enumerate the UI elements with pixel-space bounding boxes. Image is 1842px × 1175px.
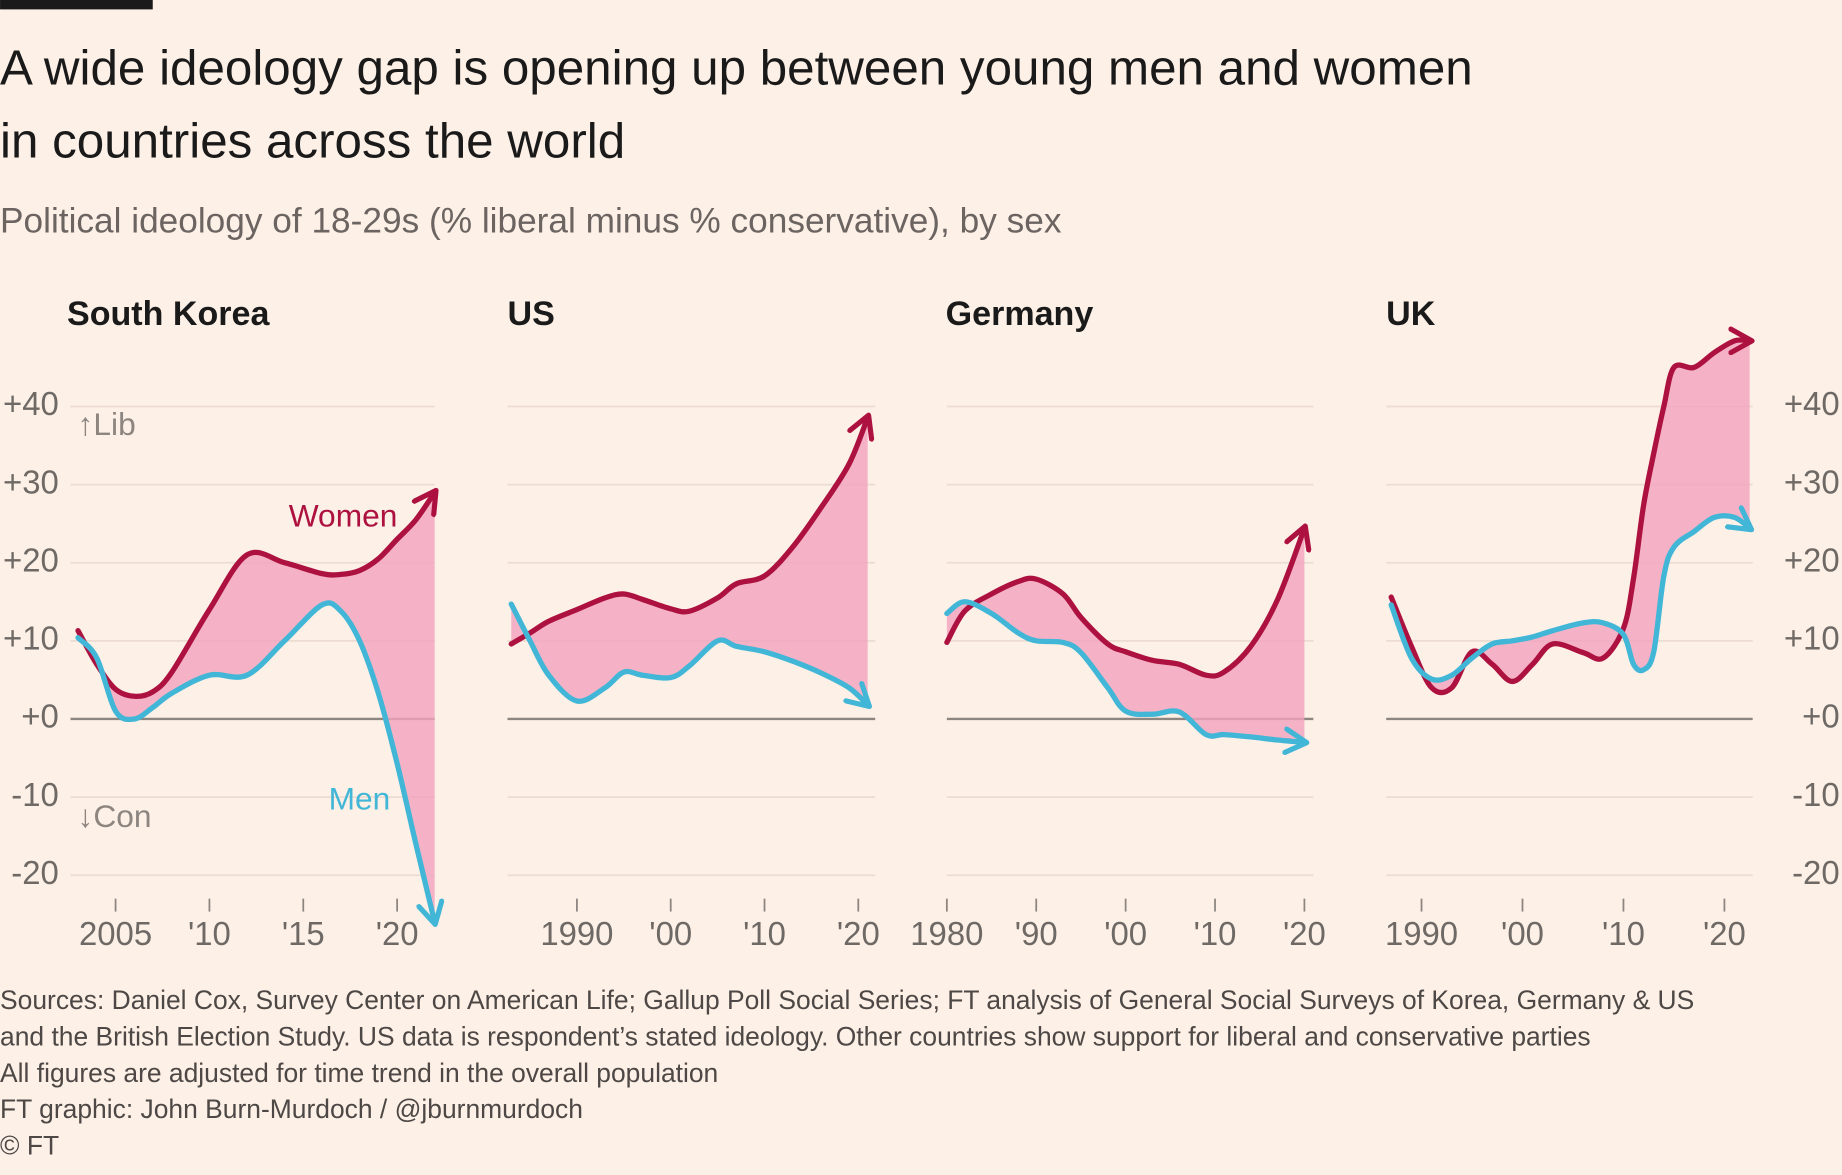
series-label: Men <box>329 781 391 817</box>
y-tick-label: -10 <box>11 776 59 813</box>
x-tick-label: 1990 <box>1385 915 1458 952</box>
panel-title: UK <box>1386 295 1436 333</box>
footnote: © FT <box>0 1131 59 1161</box>
x-tick-label: 2005 <box>79 915 152 952</box>
y-tick-label: +10 <box>3 620 59 657</box>
y-tick-label: +20 <box>1784 541 1840 578</box>
annotation: ↑Lib <box>78 406 136 442</box>
series-line <box>75 492 435 700</box>
series-line <box>75 600 435 922</box>
y-tick-label: +30 <box>1784 463 1840 500</box>
x-tick-label: '20 <box>837 915 880 952</box>
footnote: Sources: Daniel Cox, Survey Center on Am… <box>0 985 1694 1015</box>
x-tick-label: 1990 <box>540 915 613 952</box>
gap-fill <box>511 417 868 705</box>
x-tick-label: '10 <box>1602 915 1645 952</box>
series-line <box>1388 340 1749 696</box>
x-tick-label: '20 <box>1703 915 1746 952</box>
title-line: A wide ideology gap is opening up betwee… <box>0 41 1473 96</box>
y-tick-label: +20 <box>3 541 59 578</box>
y-tick-label: +30 <box>3 463 59 500</box>
series-line <box>508 417 867 647</box>
footnote: All figures are adjusted for time trend … <box>0 1058 718 1088</box>
x-tick-label: '15 <box>282 915 325 952</box>
x-tick-label: '00 <box>1104 915 1147 952</box>
panel-title: Germany <box>946 295 1094 333</box>
x-tick-label: '00 <box>1501 915 1544 952</box>
x-tick-label: '90 <box>1015 915 1058 952</box>
panel-title: US <box>508 295 555 333</box>
x-tick-label: '20 <box>376 915 419 952</box>
footnote: FT graphic: John Burn-Murdoch / @jburnmu… <box>0 1094 583 1124</box>
y-tick-label: +40 <box>1784 385 1840 422</box>
gap-fill <box>78 492 435 923</box>
y-tick-label: +40 <box>3 385 59 422</box>
y-tick-label: -20 <box>1792 854 1840 891</box>
x-tick-label: '20 <box>1283 915 1326 952</box>
series-label: Women <box>289 497 398 533</box>
series-line <box>1388 516 1749 683</box>
series-line <box>508 601 867 705</box>
subtitle: Political ideology of 18-29s (% liberal … <box>0 202 1062 241</box>
y-tick-label: +0 <box>21 698 58 735</box>
title-line: in countries across the world <box>0 114 625 169</box>
x-tick-label: '10 <box>1194 915 1237 952</box>
series-line <box>944 528 1305 679</box>
y-tick-label: -20 <box>11 854 59 891</box>
x-tick-label: '10 <box>743 915 786 952</box>
x-tick-label: 1980 <box>910 915 983 952</box>
y-tick-label: +10 <box>1784 620 1840 657</box>
panel-title: South Korea <box>67 295 270 333</box>
annotation: ↓Con <box>78 798 152 834</box>
y-tick-label: +0 <box>1802 698 1839 735</box>
x-tick-label: '10 <box>188 915 231 952</box>
x-tick-label: '00 <box>649 915 692 952</box>
brand-bar <box>0 0 153 10</box>
footnote: and the British Election Study. US data … <box>0 1021 1591 1051</box>
series-line <box>944 599 1305 743</box>
y-tick-label: -10 <box>1792 776 1840 813</box>
